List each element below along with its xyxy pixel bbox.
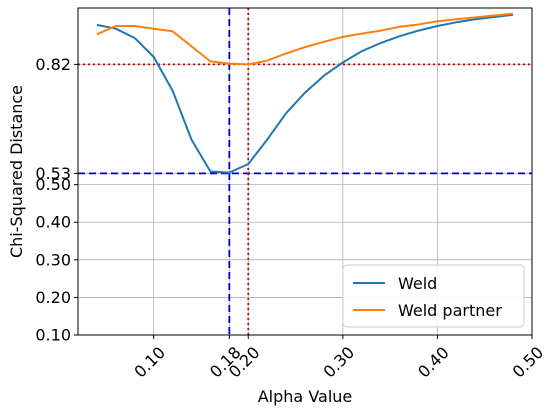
y-tick-label: 0.53 (35, 164, 71, 183)
y-axis-label: Chi-Squared Distance (7, 85, 26, 258)
x-tick-label: 0.50 (509, 343, 548, 382)
reference-lines (78, 8, 532, 335)
x-tick-label: 0.40 (414, 343, 453, 382)
x-axis-ticks: 0.10 0.180.20 0.30 0.40 0.50 (130, 335, 547, 382)
legend-box (342, 264, 525, 328)
legend-label: Weld (398, 274, 437, 293)
series-line-0 (96, 13, 514, 174)
y-tick-label: 0.30 (35, 250, 71, 269)
x-tick-label: 0.30 (320, 343, 359, 382)
legend-label: Weld partner (398, 301, 502, 320)
y-tick-label: 0.10 (35, 326, 71, 345)
y-tick-label: 0.82 (35, 55, 71, 74)
y-tick-label: 0.40 (35, 213, 71, 232)
series-line-1 (96, 12, 514, 66)
y-axis-ticks: 0.10 0.20 0.30 0.40 0.500.53 0.82 (35, 55, 78, 345)
y-tick-label: 0.20 (35, 288, 71, 307)
legend: Weld Weld partner (342, 264, 525, 328)
plot-area-frame (77, 7, 533, 336)
y-tick-label: 0.50 (35, 175, 71, 194)
series-lines (96, 12, 514, 174)
x-tick-label: 0.10 (130, 343, 169, 382)
x-axis-label: Alpha Value (258, 387, 353, 406)
